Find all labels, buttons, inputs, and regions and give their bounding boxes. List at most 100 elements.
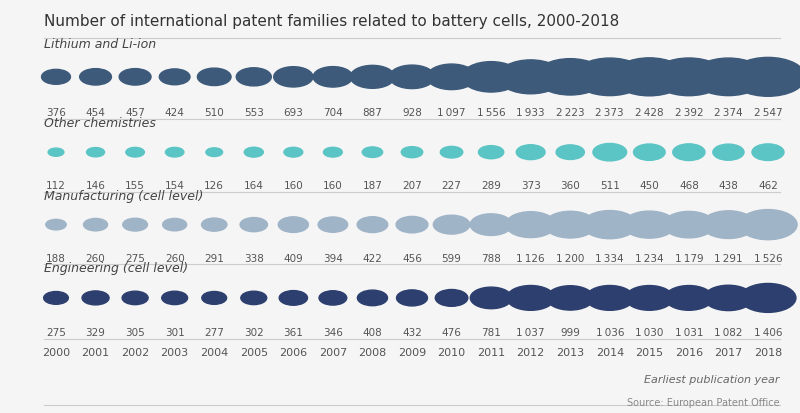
Circle shape [739,210,797,240]
Circle shape [402,147,422,158]
Text: 207: 207 [402,181,422,191]
Text: 305: 305 [126,327,145,337]
Circle shape [162,219,186,231]
Text: 2017: 2017 [714,347,742,357]
Text: 126: 126 [204,181,224,191]
Text: 409: 409 [283,253,303,263]
Text: 146: 146 [86,181,106,191]
Text: 788: 788 [481,253,501,263]
Text: 360: 360 [560,181,580,191]
Text: 2007: 2007 [318,347,347,357]
Text: 1 406: 1 406 [754,327,782,337]
Text: 999: 999 [560,327,580,337]
Text: 2 223: 2 223 [556,107,585,117]
Circle shape [44,292,68,304]
Text: 338: 338 [244,253,264,263]
Circle shape [545,212,596,238]
Text: 2002: 2002 [121,347,150,357]
Text: 2010: 2010 [438,347,466,357]
Text: 468: 468 [679,181,699,191]
Circle shape [166,148,184,158]
Text: 2009: 2009 [398,347,426,357]
Text: 1 200: 1 200 [556,253,585,263]
Circle shape [126,148,144,158]
Circle shape [274,67,313,88]
Circle shape [319,291,346,305]
Text: 2000: 2000 [42,347,70,357]
Circle shape [730,58,800,97]
Text: Earliest publication year: Earliest publication year [645,374,780,384]
Text: 2006: 2006 [279,347,307,357]
Text: 2012: 2012 [517,347,545,357]
Circle shape [119,69,151,86]
Circle shape [318,218,348,233]
Text: 227: 227 [442,181,462,191]
Text: 2 373: 2 373 [595,107,624,117]
Circle shape [427,65,476,90]
Circle shape [653,59,726,97]
Text: 302: 302 [244,327,264,337]
Circle shape [278,217,309,233]
Text: 329: 329 [86,327,106,337]
Text: 155: 155 [125,181,145,191]
Circle shape [83,219,107,231]
Text: 2008: 2008 [358,347,386,357]
Text: 277: 277 [204,327,224,337]
Text: 408: 408 [362,327,382,337]
Circle shape [390,66,434,89]
Circle shape [435,290,468,306]
Circle shape [663,212,714,238]
Text: 2 547: 2 547 [754,107,782,117]
Circle shape [206,149,222,157]
Text: 2003: 2003 [161,347,189,357]
Text: Manufacturing (cell level): Manufacturing (cell level) [44,190,203,202]
Text: 693: 693 [283,107,303,117]
Text: Source: European Patent Office: Source: European Patent Office [627,397,780,407]
Text: 928: 928 [402,107,422,117]
Text: 164: 164 [244,181,264,191]
Circle shape [556,145,584,160]
Circle shape [498,61,563,95]
Text: 438: 438 [718,181,738,191]
Circle shape [574,59,646,96]
Text: 1 933: 1 933 [516,107,545,117]
Circle shape [284,148,302,158]
Text: 1 179: 1 179 [674,253,703,263]
Text: 2015: 2015 [635,347,663,357]
Text: 394: 394 [323,253,343,263]
Text: 462: 462 [758,181,778,191]
Text: 301: 301 [165,327,185,337]
Text: 2 428: 2 428 [635,107,664,117]
Text: 456: 456 [402,253,422,263]
Text: 422: 422 [362,253,382,263]
Text: 457: 457 [125,107,145,117]
Circle shape [80,69,111,86]
Text: 2005: 2005 [240,347,268,357]
Text: 2016: 2016 [675,347,703,357]
Text: 2018: 2018 [754,347,782,357]
Text: 511: 511 [600,181,620,191]
Text: 2 374: 2 374 [714,107,742,117]
Circle shape [397,290,427,306]
Circle shape [279,291,307,306]
Text: 1 037: 1 037 [517,327,545,337]
Text: 346: 346 [323,327,343,337]
Circle shape [626,286,674,311]
Text: Lithium and Li-ion: Lithium and Li-ion [44,38,156,50]
Circle shape [593,144,626,161]
Text: 1 036: 1 036 [595,327,624,337]
Text: 424: 424 [165,107,185,117]
Circle shape [506,212,556,238]
Text: 599: 599 [442,253,462,263]
Circle shape [82,291,109,305]
Circle shape [46,220,66,230]
Circle shape [613,59,686,97]
Text: 432: 432 [402,327,422,337]
Text: 376: 376 [46,107,66,117]
Circle shape [752,145,784,161]
Circle shape [740,284,796,313]
Text: 1 556: 1 556 [477,107,506,117]
Text: 154: 154 [165,181,185,191]
Circle shape [702,211,755,239]
Circle shape [704,285,753,311]
